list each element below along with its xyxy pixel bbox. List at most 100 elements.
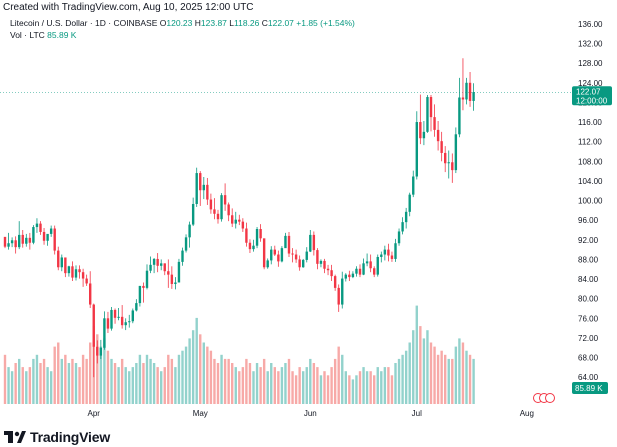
candle <box>60 254 63 272</box>
volume-bar <box>223 358 227 404</box>
y-tick-label: 128.00 <box>578 59 603 68</box>
footer-brand: TradingView <box>4 428 110 446</box>
volume-bar <box>216 363 220 404</box>
volume-bar <box>74 363 78 404</box>
volume-bar <box>394 363 397 404</box>
candle <box>85 274 88 286</box>
volume-bar <box>312 363 316 404</box>
candle <box>238 214 241 226</box>
volume-bar <box>3 354 7 404</box>
candle <box>181 247 184 266</box>
candle <box>7 232 10 250</box>
candle <box>461 58 465 111</box>
candle <box>330 264 333 282</box>
candle <box>89 271 92 309</box>
candle <box>358 264 362 278</box>
y-tick-label: 132.00 <box>578 40 603 49</box>
candle <box>220 193 223 222</box>
candle <box>383 245 387 261</box>
candles <box>3 58 475 378</box>
volume-bar <box>323 371 326 404</box>
candle <box>3 236 7 249</box>
brand-name: TradingView <box>30 429 111 445</box>
volume-bar <box>167 354 170 404</box>
volume-bar <box>231 363 234 404</box>
volume-label: Vol · LTC <box>10 30 45 40</box>
volume-bar <box>426 330 429 404</box>
volume-bar <box>408 342 411 404</box>
volume-bar <box>188 338 191 404</box>
price-chart[interactable]: 64.00 68.00 72.00 76.00 80.00 84.00 88.00 92.00… <box>0 0 617 428</box>
volume-bar <box>266 371 269 404</box>
candle <box>248 239 252 254</box>
y-tick-label: 112.00 <box>578 138 602 147</box>
candle <box>209 193 213 214</box>
volume-bar <box>284 363 287 404</box>
candle <box>152 257 156 274</box>
candle <box>316 248 319 270</box>
volume-bar <box>458 338 461 404</box>
x-tick-label: Jul <box>412 409 422 418</box>
candle <box>206 177 209 205</box>
volume-bar <box>351 379 355 404</box>
candle <box>262 238 266 270</box>
volume-bar <box>71 358 74 404</box>
candle <box>145 264 149 290</box>
volume-bar <box>298 367 301 404</box>
candle <box>245 222 248 247</box>
volume-bar <box>106 350 110 404</box>
flag-icon[interactable] <box>545 393 555 403</box>
candle <box>138 285 142 307</box>
volume-bar <box>53 346 56 404</box>
volume-bar <box>227 358 230 404</box>
y-tick-label: 64.00 <box>578 373 599 382</box>
candle <box>259 224 262 242</box>
y-tick-label: 68.00 <box>578 354 599 363</box>
volume-bar <box>287 358 291 404</box>
volume-bar <box>21 367 24 404</box>
candle <box>429 95 433 132</box>
candle <box>305 247 308 263</box>
event-flags[interactable] <box>533 393 555 403</box>
volume-bar <box>152 363 156 404</box>
candle <box>42 228 46 245</box>
volume-bar <box>401 354 404 404</box>
volume-bar <box>319 375 323 404</box>
volume-bar <box>461 342 465 404</box>
open-label: O <box>159 18 167 28</box>
y-tick-label: 96.00 <box>578 216 599 225</box>
y-tick-label: 76.00 <box>578 314 599 323</box>
volume-bar <box>163 367 166 404</box>
candle <box>309 229 312 253</box>
candle <box>284 232 287 249</box>
price-axis: 64.00 68.00 72.00 76.00 80.00 84.00 88.00 92.00… <box>578 20 603 382</box>
candle <box>273 245 276 256</box>
volume-bar <box>302 371 305 404</box>
volume-bar <box>32 358 35 404</box>
y-tick-label: 104.00 <box>578 177 603 186</box>
price-tag: 122.07 12:00:00 <box>572 86 612 106</box>
candle <box>362 258 365 276</box>
volume-bar <box>138 354 142 404</box>
low-label: L <box>229 18 235 28</box>
volume-bar <box>373 375 376 404</box>
volume-bar <box>170 358 174 404</box>
candle <box>131 308 134 324</box>
candle <box>241 218 245 232</box>
candle <box>401 217 404 235</box>
candle <box>96 340 99 364</box>
candle <box>53 225 56 255</box>
y-tick-label: 80.00 <box>578 295 599 304</box>
volume-bars <box>3 305 475 404</box>
candle <box>419 94 422 145</box>
volume-bar <box>294 375 298 404</box>
y-tick-label: 116.00 <box>578 118 602 127</box>
volume-bar <box>241 367 245 404</box>
candle <box>280 246 284 263</box>
candle <box>287 231 291 257</box>
volume-bar <box>78 367 81 404</box>
volume-bar <box>333 358 337 404</box>
candle <box>49 225 53 237</box>
candle <box>135 299 138 312</box>
y-tick-label: 136.00 <box>578 20 603 29</box>
